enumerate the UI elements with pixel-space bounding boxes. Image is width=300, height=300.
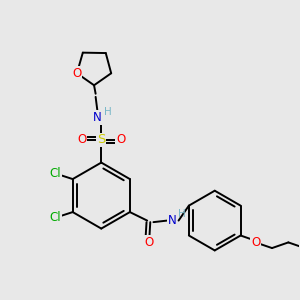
Text: O: O bbox=[77, 134, 86, 146]
Text: N: N bbox=[168, 214, 177, 227]
Text: Cl: Cl bbox=[50, 211, 61, 224]
Text: Cl: Cl bbox=[50, 167, 61, 180]
Text: O: O bbox=[72, 67, 82, 80]
Text: O: O bbox=[144, 236, 153, 249]
Text: H: H bbox=[178, 209, 186, 219]
Text: S: S bbox=[97, 134, 106, 146]
Text: O: O bbox=[116, 134, 125, 146]
Text: H: H bbox=[104, 107, 112, 117]
Text: O: O bbox=[251, 236, 260, 249]
Text: N: N bbox=[93, 111, 102, 124]
